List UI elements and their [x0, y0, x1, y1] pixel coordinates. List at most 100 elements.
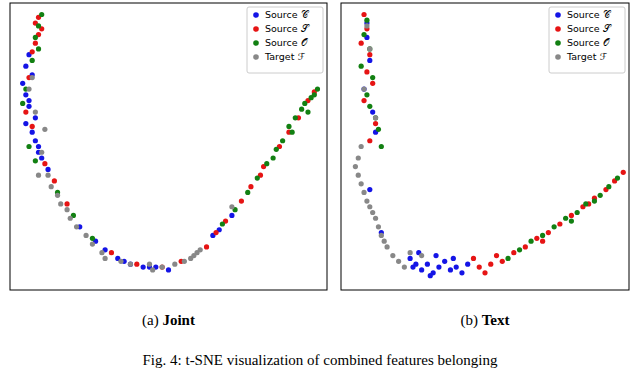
point: [557, 221, 562, 226]
point: [264, 161, 269, 166]
series: [353, 23, 424, 269]
point: [621, 170, 626, 175]
point: [245, 190, 250, 195]
point: [364, 69, 369, 74]
point: [359, 64, 364, 69]
point: [367, 104, 372, 109]
point: [540, 233, 545, 238]
point: [379, 144, 384, 149]
point: [367, 138, 372, 143]
point: [410, 264, 415, 269]
point: [373, 115, 378, 120]
point: [33, 115, 38, 120]
point: [274, 147, 279, 152]
point: [361, 190, 366, 195]
point: [39, 155, 44, 160]
point: [534, 236, 539, 241]
point: [528, 239, 533, 244]
legend-marker: [253, 54, 259, 60]
point: [23, 121, 28, 126]
point: [150, 267, 155, 272]
point: [465, 262, 470, 267]
series: [359, 18, 621, 261]
point: [598, 193, 603, 198]
point: [436, 264, 441, 269]
series: [20, 52, 234, 272]
series: [20, 12, 320, 241]
legend-marker: [555, 12, 561, 18]
point: [615, 175, 620, 180]
series: [23, 15, 317, 270]
point: [23, 109, 28, 114]
point: [255, 175, 260, 180]
point: [367, 52, 372, 57]
point: [33, 109, 38, 114]
point: [419, 253, 424, 258]
point: [33, 41, 38, 46]
point: [45, 167, 50, 172]
point: [402, 264, 407, 269]
point: [26, 144, 31, 149]
point: [361, 87, 366, 92]
point: [36, 23, 41, 28]
point: [64, 201, 69, 206]
point: [42, 127, 47, 132]
point: [367, 46, 372, 51]
point: [361, 98, 366, 103]
point: [299, 107, 304, 112]
point: [198, 247, 203, 252]
point: [448, 267, 453, 272]
point: [379, 233, 384, 238]
point: [83, 233, 88, 238]
point: [361, 32, 366, 37]
point: [517, 247, 522, 252]
legend-marker: [555, 26, 561, 32]
legend-label: Source 𝒞: [265, 9, 310, 20]
panel-title: (a) Joint: [142, 312, 195, 329]
point: [109, 250, 114, 255]
point: [359, 41, 364, 46]
point: [370, 75, 375, 80]
point: [23, 64, 28, 69]
plot-frame: [341, 3, 629, 290]
point: [271, 155, 276, 160]
legend-label: Target ℱ: [264, 51, 305, 62]
point: [160, 264, 165, 269]
point: [488, 262, 493, 267]
point: [359, 144, 364, 149]
point: [471, 256, 476, 261]
point: [52, 178, 57, 183]
legend-label: Source 𝒮: [567, 23, 612, 34]
point: [370, 81, 375, 86]
point: [367, 187, 372, 192]
point: [26, 87, 31, 92]
legend-marker: [555, 54, 561, 60]
title-part: (b): [460, 312, 481, 329]
point: [356, 173, 361, 178]
figure: Source 𝒞 Source 𝒮 Source 𝒪 Target ℱ (a) Join…: [0, 0, 640, 372]
legend-label: Source 𝒪: [265, 37, 308, 48]
point: [33, 35, 38, 40]
point: [128, 262, 133, 267]
legend-label: Source 𝒞: [567, 9, 612, 20]
point: [494, 253, 499, 258]
point: [408, 256, 413, 261]
point: [36, 46, 41, 51]
point: [428, 273, 433, 278]
point: [563, 216, 568, 221]
caption: Fig. 4: t-SNE visualization of combined …: [143, 352, 498, 368]
point: [305, 109, 310, 114]
point: [74, 224, 79, 229]
point: [33, 138, 38, 143]
plot-frame: [10, 3, 327, 290]
point: [370, 210, 375, 215]
point: [90, 241, 95, 246]
point: [583, 201, 588, 206]
point: [433, 253, 438, 258]
point: [367, 46, 372, 51]
legend-box: [549, 7, 625, 73]
points: [353, 12, 626, 278]
point: [353, 164, 358, 169]
point: [500, 259, 505, 264]
point: [373, 115, 378, 120]
